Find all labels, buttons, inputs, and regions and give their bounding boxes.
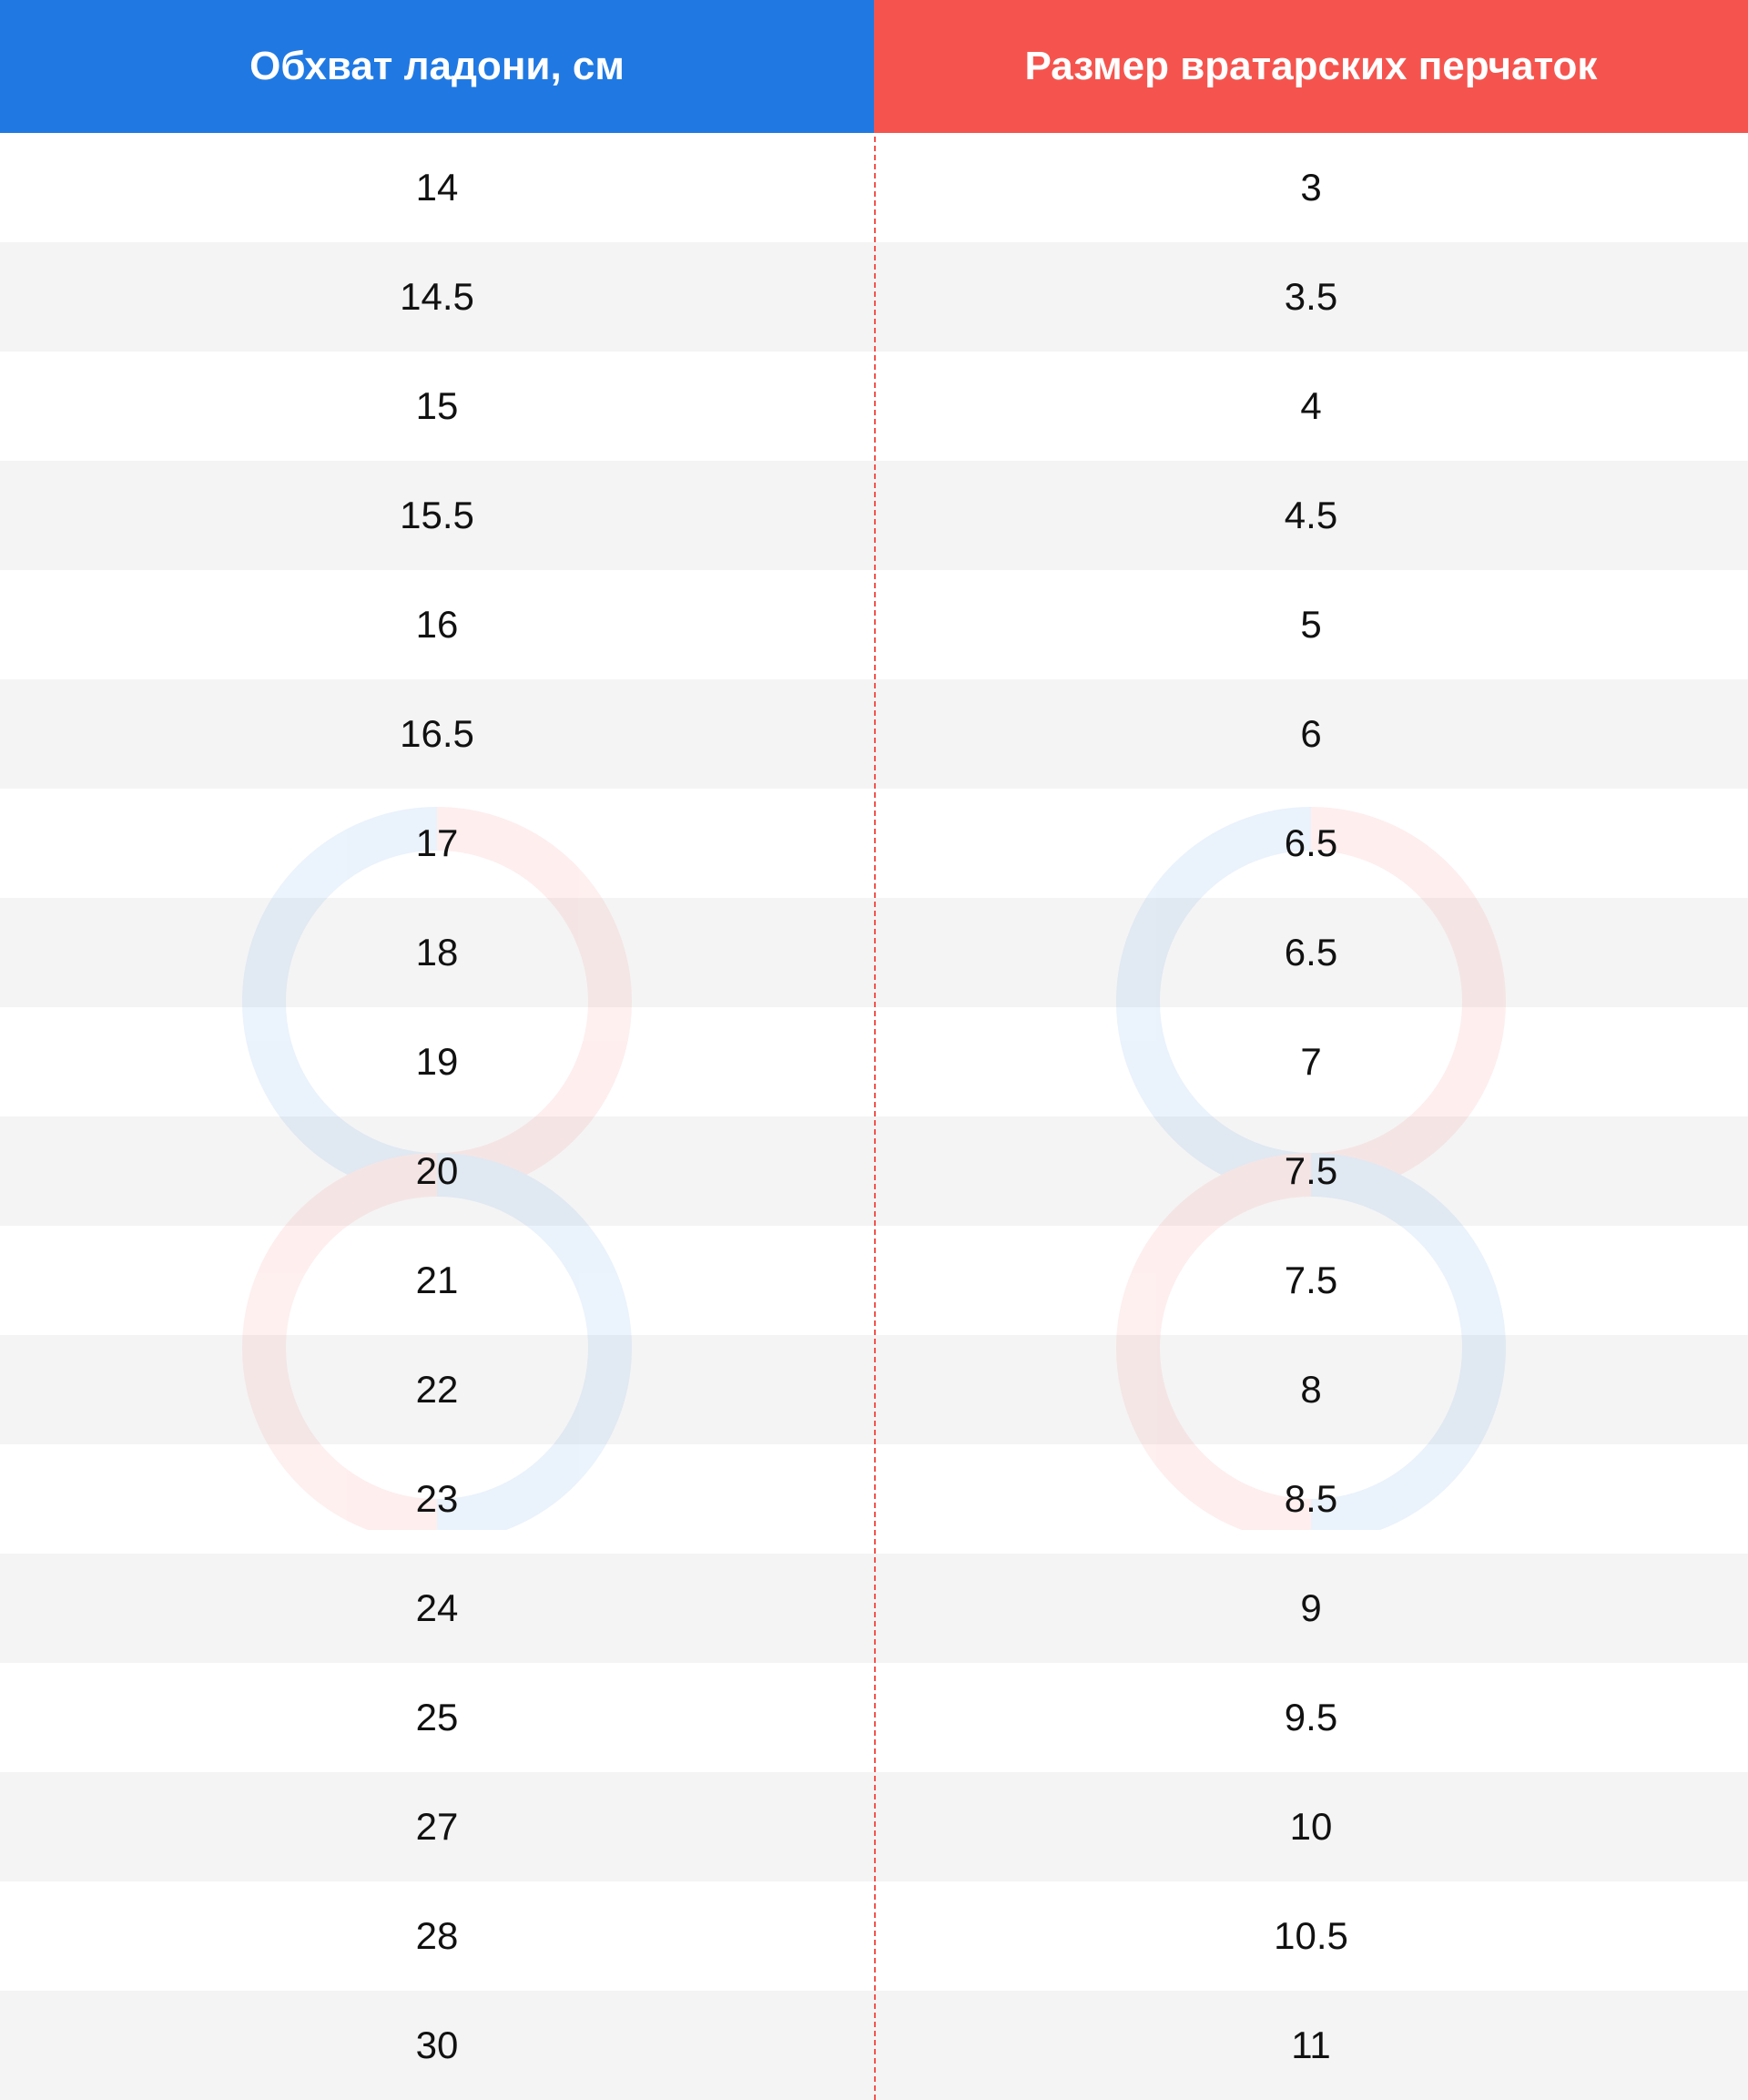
palm-girth-cell: 19 <box>415 1040 459 1083</box>
palm-girth-cell: 14.5 <box>400 275 474 318</box>
glove-size-cell: 6 <box>1300 712 1322 755</box>
glove-size-cell: 3.5 <box>1284 275 1338 318</box>
palm-girth-cell: 20 <box>415 1149 459 1192</box>
table-row: 16 5 <box>0 570 1748 679</box>
palm-girth-cell: 14 <box>415 166 459 209</box>
glove-size-cell: 11 <box>1291 2024 1331 2066</box>
glove-size-cell: 8 <box>1300 1368 1322 1411</box>
glove-size-cell: 5 <box>1300 603 1322 646</box>
palm-girth-cell: 25 <box>415 1696 459 1738</box>
table-row: 28 10.5 <box>0 1881 1748 1991</box>
table-row: 17 6.5 <box>0 789 1748 898</box>
palm-girth-cell: 24 <box>415 1586 459 1629</box>
header-glove-size: Размер вратарских перчаток <box>874 0 1748 133</box>
glove-size-cell: 3 <box>1300 166 1322 209</box>
glove-size-cell: 10.5 <box>1274 1914 1348 1957</box>
table-row: 19 7 <box>0 1007 1748 1116</box>
palm-girth-cell: 15.5 <box>400 494 474 536</box>
table-row: 15 4 <box>0 352 1748 461</box>
palm-girth-cell: 28 <box>415 1914 459 1957</box>
glove-size-cell: 9 <box>1300 1586 1322 1629</box>
table-row: 25 9.5 <box>0 1663 1748 1772</box>
glove-size-cell: 7.5 <box>1284 1259 1338 1301</box>
palm-girth-cell: 30 <box>415 2024 459 2066</box>
palm-girth-cell: 18 <box>415 931 459 974</box>
palm-girth-cell: 17 <box>415 821 459 864</box>
glove-size-cell: 4 <box>1300 384 1322 427</box>
palm-girth-cell: 15 <box>415 384 459 427</box>
table-row: 14 3 <box>0 133 1748 242</box>
palm-girth-cell: 16 <box>415 603 459 646</box>
glove-size-cell: 6.5 <box>1284 931 1338 974</box>
table-row: 23 8.5 <box>0 1444 1748 1554</box>
glove-size-cell: 9.5 <box>1284 1696 1338 1738</box>
column-divider <box>874 0 876 2100</box>
table-row: 21 7.5 <box>0 1226 1748 1335</box>
palm-girth-cell: 21 <box>415 1259 459 1301</box>
glove-size-cell: 10 <box>1289 1805 1333 1848</box>
glove-size-cell: 8.5 <box>1284 1477 1338 1520</box>
header-palm-girth: Обхват ладони, см <box>0 0 874 133</box>
palm-girth-cell: 22 <box>415 1368 459 1411</box>
glove-size-cell: 6.5 <box>1284 821 1338 864</box>
glove-size-cell: 7 <box>1300 1040 1322 1083</box>
table-header: Обхват ладони, см Размер вратарских перч… <box>0 0 1748 133</box>
palm-girth-cell: 23 <box>415 1477 459 1520</box>
palm-girth-cell: 16.5 <box>400 712 474 755</box>
glove-size-cell: 7.5 <box>1284 1149 1338 1192</box>
glove-size-cell: 4.5 <box>1284 494 1338 536</box>
palm-girth-cell: 27 <box>415 1805 459 1848</box>
